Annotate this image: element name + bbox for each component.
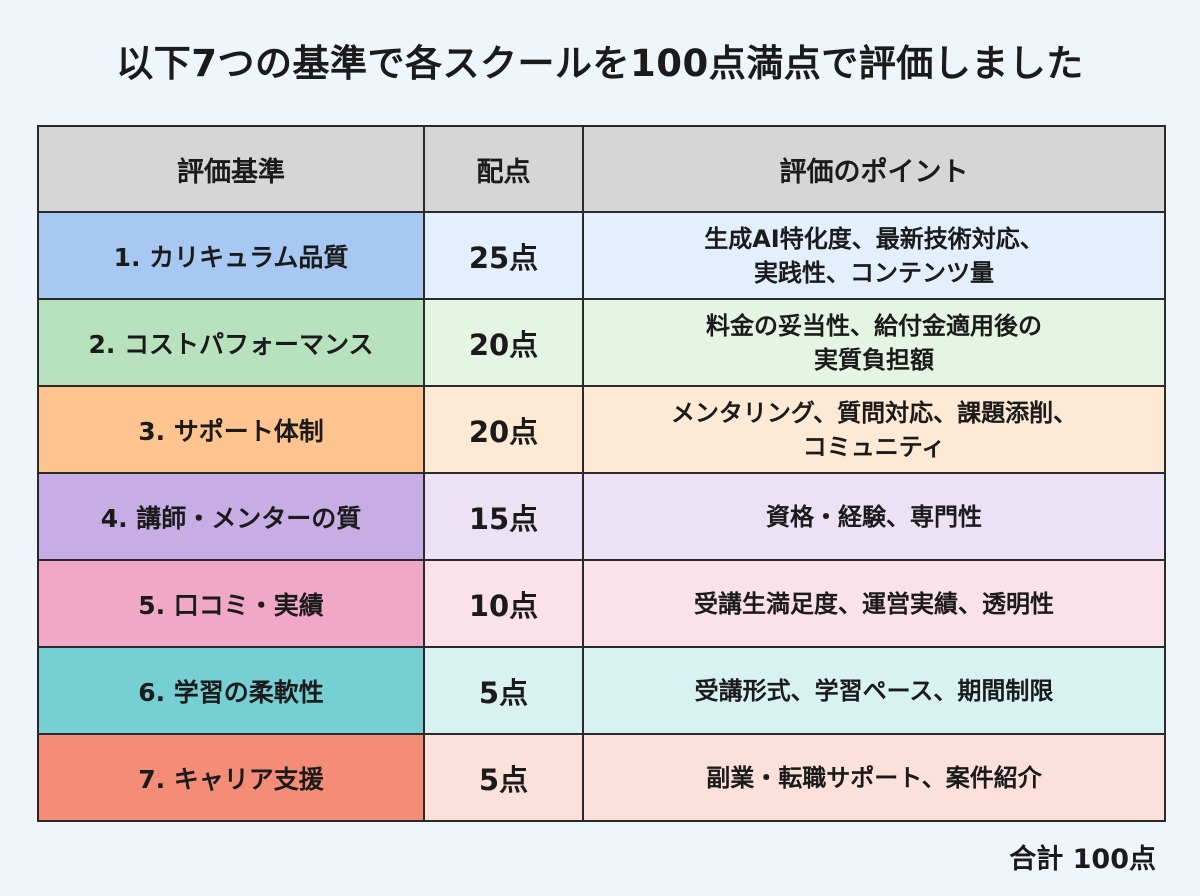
- score-cell: 5点: [423, 733, 584, 822]
- table-header-row: 評価基準 配点 評価のポイント: [37, 125, 1166, 213]
- score-cell: 20点: [423, 298, 584, 387]
- criterion-cell: 1. カリキュラム品質: [37, 211, 425, 300]
- criterion-cell: 3. サポート体制: [37, 385, 425, 474]
- total-score: 合計 100点: [1009, 844, 1156, 875]
- points-line: 受講形式、学習ペース、期間制限: [694, 676, 1054, 705]
- score-cell: 5点: [423, 646, 584, 735]
- score-cell: 15点: [423, 472, 584, 561]
- points-line: 料金の妥当性、給付金適用後の: [706, 311, 1042, 340]
- table-row: 3. サポート体制 20点 メンタリング、質問対応、課題添削、 コミュニティ: [37, 385, 1166, 474]
- table-row: 7. キャリア支援 5点 副業・転職サポート、案件紹介: [37, 733, 1166, 822]
- criterion-cell: 6. 学習の柔軟性: [37, 646, 425, 735]
- score-cell: 10点: [423, 559, 584, 648]
- page-title: 以下7つの基準で各スクールを100点満点で評価しました: [116, 42, 1084, 85]
- points-cell: 副業・転職サポート、案件紹介: [582, 733, 1166, 822]
- points-cell: 受講形式、学習ペース、期間制限: [582, 646, 1166, 735]
- points-line: メンタリング、質問対応、課題添削、: [670, 398, 1078, 427]
- criterion-cell: 5. 口コミ・実績: [37, 559, 425, 648]
- points-cell: 生成AI特化度、最新技術対応、 実践性、コンテンツ量: [582, 211, 1166, 300]
- table-row: 1. カリキュラム品質 25点 生成AI特化度、最新技術対応、 実践性、コンテン…: [37, 211, 1166, 300]
- points-line: 実践性、コンテンツ量: [754, 258, 994, 287]
- points-line: コミュニティ: [802, 432, 946, 461]
- table-row: 6. 学習の柔軟性 5点 受講形式、学習ペース、期間制限: [37, 646, 1166, 735]
- points-line: 受講生満足度、運営実績、透明性: [694, 589, 1054, 618]
- points-line: 資格・経験、専門性: [766, 502, 982, 531]
- score-cell: 20点: [423, 385, 584, 474]
- points-line: 実質負担額: [814, 345, 934, 374]
- points-cell: 料金の妥当性、給付金適用後の 実質負担額: [582, 298, 1166, 387]
- header-score: 配点: [423, 125, 584, 213]
- evaluation-criteria-table: 評価基準 配点 評価のポイント 1. カリキュラム品質 25点 生成AI特化度、…: [37, 125, 1166, 822]
- table-row: 5. 口コミ・実績 10点 受講生満足度、運営実績、透明性: [37, 559, 1166, 648]
- criterion-cell: 2. コストパフォーマンス: [37, 298, 425, 387]
- header-points: 評価のポイント: [582, 125, 1166, 213]
- table-row: 4. 講師・メンターの質 15点 資格・経験、専門性: [37, 472, 1166, 561]
- points-cell: 受講生満足度、運営実績、透明性: [582, 559, 1166, 648]
- criterion-cell: 7. キャリア支援: [37, 733, 425, 822]
- score-cell: 25点: [423, 211, 584, 300]
- table-row: 2. コストパフォーマンス 20点 料金の妥当性、給付金適用後の 実質負担額: [37, 298, 1166, 387]
- points-line: 副業・転職サポート、案件紹介: [706, 763, 1042, 792]
- criterion-cell: 4. 講師・メンターの質: [37, 472, 425, 561]
- header-criterion: 評価基準: [37, 125, 425, 213]
- points-cell: メンタリング、質問対応、課題添削、 コミュニティ: [582, 385, 1166, 474]
- points-cell: 資格・経験、専門性: [582, 472, 1166, 561]
- points-line: 生成AI特化度、最新技術対応、: [704, 224, 1044, 253]
